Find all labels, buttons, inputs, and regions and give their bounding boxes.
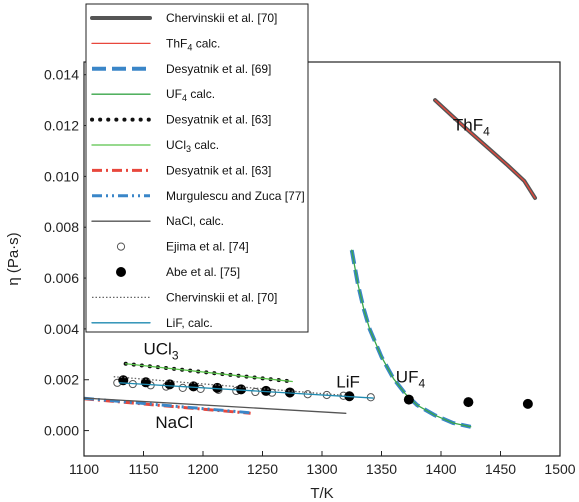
series-1-line [434,99,536,199]
y-tick-label: 0.002 [44,372,79,388]
annotation-subscript: 4 [483,125,490,139]
legend-label-main: Chervinskii et al. [70] [166,11,277,25]
legend-label: Abe et al. [75] [166,265,240,279]
annotation-label: UF4 [396,367,426,390]
legend-label-main: UCl [166,138,186,152]
plot-marks [83,98,538,429]
x-tick-label: 1500 [544,461,575,477]
legend-label: ThF4 calc. [166,36,220,52]
legend-label-main: Desyatnik et al. [63] [166,113,271,127]
y-tick-label: 0.008 [44,219,79,235]
legend-label-main: NaCl, calc. [166,214,224,228]
series-11-line [113,376,346,397]
legend-label: Chervinskii et al. [70] [166,11,277,25]
x-tick-label: 1250 [247,461,278,477]
series-12-line [119,382,374,399]
data-point [522,398,533,409]
annotation-main: UF [396,367,419,386]
data-point [463,397,474,408]
legend-label-tail: calc. [191,138,219,152]
legend-label: LiF, calc. [166,316,213,330]
legend: Chervinskii et al. [70]ThF4 calc.Desyatn… [85,3,309,333]
data-point [261,385,272,396]
legend-label-subscript: 4 [187,42,192,52]
legend-box [85,3,309,333]
y-tick-label: 0.012 [44,118,79,134]
annotation-main: LiF [336,372,360,391]
x-tick-label: 1450 [485,461,516,477]
legend-label-main: LiF, calc. [166,316,213,330]
x-tick-label: 1400 [425,461,456,477]
legend-label-main: UF [166,87,182,101]
annotation-subscript: 3 [172,348,179,362]
legend-label: UCl3 calc. [166,138,219,154]
legend-label-main: Abe et al. [75] [166,265,240,279]
legend-label-main: Chervinskii et al. [70] [166,290,277,304]
axes: 1100 1150 1200 1250 1300 1350 1400 1450 1500 0.00… [5,67,576,502]
y-tick-label: 0.006 [44,270,79,286]
annotation-label: ThF4 [453,116,490,139]
annotation-main: ThF [453,116,483,135]
annotation-main: NaCl [155,413,193,432]
legend-label-main: ThF [166,36,187,50]
legend-label: Chervinskii et al. [70] [166,290,277,304]
series-3-line [351,249,472,428]
annotation-label: UCl3 [144,339,179,362]
x-tick-label: 1300 [306,461,337,477]
x-tick-label: 1100 [69,461,99,477]
x-axis-label: T/K [310,485,333,502]
legend-marker [116,267,126,277]
legend-label-main: Desyatnik et al. [63] [166,163,271,177]
legend-label: Desyatnik et al. [63] [166,113,271,127]
y-tick-label: 0.004 [44,321,79,337]
legend-marker [116,242,126,251]
x-tick-label: 1150 [128,461,158,477]
series-8-line [83,397,347,414]
y-tick-label: 0.000 [44,423,79,439]
legend-label: UF4 calc. [166,87,215,103]
data-point [251,387,260,397]
data-point [188,381,199,392]
legend-label-main: Murgulescu and Zuca [77] [166,189,305,203]
y-tick-label: 0.014 [44,67,79,83]
data-point [178,383,187,392]
legend-label-subscript: 4 [182,93,187,103]
legend-label: Ejima et al. [74] [166,240,249,254]
x-tick-label: 1200 [187,461,218,477]
annotation-main: UCl [144,339,172,358]
series-5-line [125,363,293,383]
series-7-line [83,396,251,415]
legend-label-main: Desyatnik et al. [69] [166,62,271,76]
legend-label: Desyatnik et al. [69] [166,62,271,76]
legend-label-tail: calc. [192,36,220,50]
annotation-label: LiF [336,372,360,391]
legend-label: Murgulescu and Zuca [77] [166,189,305,203]
annotation-label: NaCl [155,413,193,432]
y-axis-label: η (Pa·s) [5,232,22,285]
legend-label: Desyatnik et al. [63] [166,163,271,177]
data-point [403,394,414,405]
x-tick-label: 1350 [366,461,397,477]
legend-label-subscript: 3 [186,144,191,154]
y-tick-label: 0.010 [44,168,79,184]
data-point [164,379,175,390]
legend-label-tail: calc. [187,87,215,101]
legend-label: NaCl, calc. [166,214,224,228]
annotation-subscript: 4 [418,376,425,390]
series-10-markers [118,375,533,409]
legend-label-main: Ejima et al. [74] [166,240,249,254]
